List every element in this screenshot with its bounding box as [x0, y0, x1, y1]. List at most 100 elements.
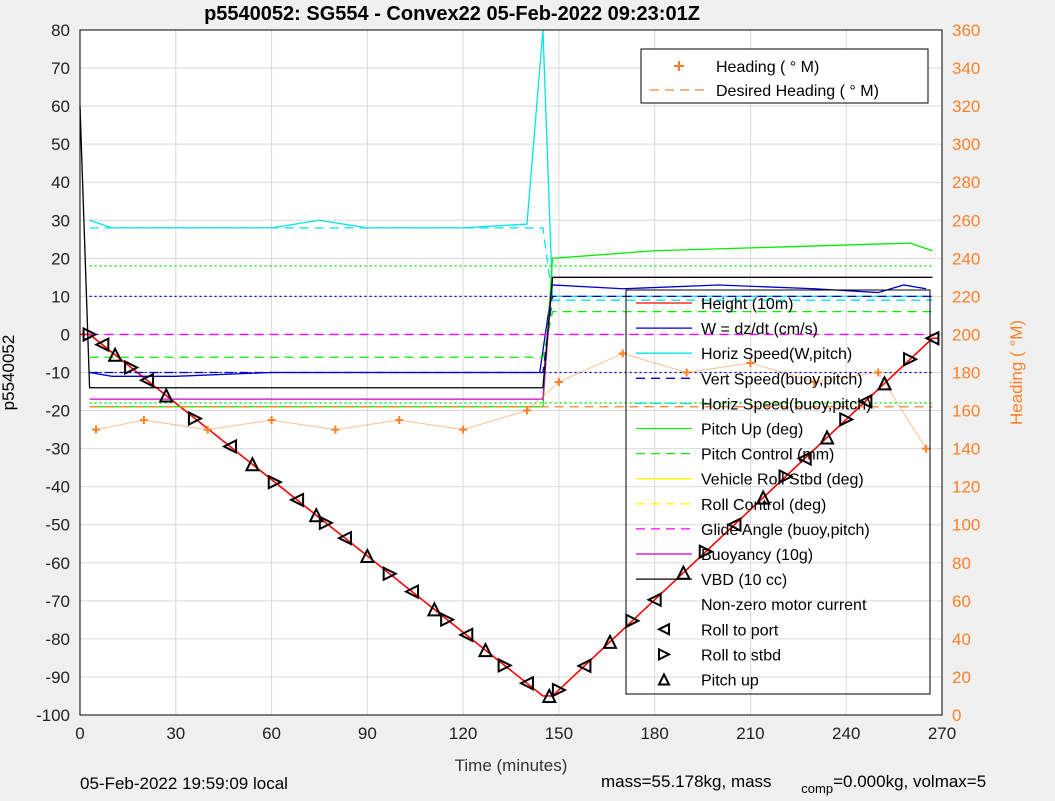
motor-marker: [359, 547, 375, 563]
footer-mass: mass=55.178kg, mass comp=0.000kg, volmax…: [601, 772, 987, 796]
footer-local-time: 05-Feb-2022 19:59:09 local: [80, 774, 288, 793]
y-right-tick-label: 20: [952, 668, 971, 687]
y-left-tick-label: -40: [45, 478, 70, 497]
plot-frame: [79, 29, 943, 716]
legend-label: Glide Angle (buoy,pitch): [701, 522, 870, 539]
motor-marker: [187, 410, 204, 427]
motor-marker: [839, 411, 855, 428]
x-tick-label: 60: [262, 724, 281, 743]
motor-marker: [602, 633, 618, 649]
x-tick-label: 30: [166, 724, 185, 743]
x-tick-label: 120: [449, 724, 477, 743]
y-axis-label-left: p5540052: [0, 335, 18, 411]
y-left-tick-label: -50: [45, 516, 70, 535]
y-left-tick-label: 70: [51, 59, 70, 78]
series-line: [89, 310, 933, 358]
x-tick-label: 210: [736, 724, 764, 743]
legend-label: Height (10m): [701, 296, 793, 313]
motor-marker: [244, 456, 261, 472]
motor-marker: [458, 627, 474, 643]
y-right-tick-label: 300: [952, 135, 980, 154]
motor-marker: [124, 359, 140, 376]
motor-marker: [318, 515, 335, 531]
y-right-tick-label: 360: [952, 21, 980, 40]
y-left-tick-label: -100: [36, 706, 70, 725]
y-right-tick-label: 40: [952, 630, 971, 649]
y-left-tick-label: -90: [45, 668, 70, 687]
motor-marker: [518, 675, 534, 691]
motor-marker: [778, 468, 794, 485]
x-tick-label: 180: [640, 724, 668, 743]
motor-marker: [94, 337, 110, 353]
footer-comp-sub: comp: [801, 781, 834, 796]
legend-label: Pitch Control (mm): [701, 447, 834, 464]
legend-top-label: Heading ( ° M): [716, 59, 819, 76]
series-line: [79, 106, 933, 389]
axes: 0 30 60 90 120 150 180 210 240 270 80 70 60 50 40 30 20 1…: [36, 21, 980, 743]
series-line: [89, 284, 927, 377]
motor-marker: [876, 375, 893, 391]
motor-marker: [82, 326, 98, 343]
y-right-tick-label: 260: [952, 211, 980, 230]
motor-marker: [221, 438, 238, 455]
y-left-tick-label: 20: [51, 249, 70, 268]
y-left-tick-label: 50: [51, 135, 70, 154]
y-left-tick-label: 30: [51, 211, 70, 230]
y-right-tick-label: 0: [952, 706, 961, 725]
legend-main: Height (10m) W = dz/dt (cm/s) Horiz Speed(…: [625, 289, 931, 695]
y-left-tick-label: 10: [51, 287, 70, 306]
y-left-tick-label: -30: [45, 440, 70, 459]
y-left-tick-label: -80: [45, 630, 70, 649]
motor-marker: [857, 393, 873, 409]
y-right-tick-label: 120: [952, 478, 980, 497]
y-left-tick-label: -20: [45, 402, 70, 421]
legend-top-label: Desired Heading ( ° M): [716, 83, 879, 100]
legend-swatch: [656, 622, 670, 636]
y-right-tick-label: 60: [952, 592, 971, 611]
series-line: [89, 227, 933, 301]
legend-label: Horiz Speed(buoy,pitch): [701, 396, 871, 413]
series-line: [89, 295, 933, 374]
motor-marker: [646, 592, 662, 608]
y-right-tick-label: 200: [952, 325, 980, 344]
legend-swatch: [658, 647, 672, 662]
x-axis-label: Time (minutes): [455, 756, 568, 775]
motor-marker: [308, 506, 324, 523]
motor-marker: [336, 530, 352, 546]
legend-label: Horiz Speed(W,pitch): [701, 346, 852, 363]
x-tick-label: 150: [545, 724, 573, 743]
legend-label: VBD (10 cc): [701, 572, 787, 589]
y-left-tick-label: 80: [51, 21, 70, 40]
y-right-tick-label: 80: [952, 554, 971, 573]
y-right-tick-label: 180: [952, 364, 980, 383]
motor-marker: [576, 658, 592, 674]
x-tick-label: 90: [358, 724, 377, 743]
motor-marker: [267, 474, 283, 490]
motor-marker: [382, 566, 398, 582]
y-right-tick-label: 320: [952, 97, 980, 116]
motor-marker: [288, 492, 305, 508]
motor-marker: [755, 489, 771, 505]
motor-marker: [551, 682, 568, 698]
motor-marker: [819, 429, 835, 445]
legend-label: Roll Control (deg): [701, 497, 826, 514]
motor-marker: [726, 517, 742, 533]
legend-label: W = dz/dt (cm/s): [701, 321, 818, 338]
motor-marker: [477, 641, 494, 658]
y-right-tick-label: 160: [952, 402, 980, 421]
motor-marker: [138, 372, 155, 388]
y-left-tick-label: 40: [51, 173, 70, 192]
legend-label: Roll to stbd: [701, 647, 781, 664]
motor-marker: [158, 387, 174, 403]
x-tick-label: 0: [75, 724, 84, 743]
motor-marker: [903, 351, 919, 367]
legend-label: Pitch up: [701, 673, 759, 690]
x-tick-label: 240: [832, 724, 860, 743]
legend-heading: Heading ( ° M) Desired Heading ( ° M): [640, 48, 929, 104]
motor-marker: [107, 346, 123, 362]
legend-label: Pitch Up (deg): [701, 422, 803, 439]
footer-comp-text: =0.000kg, volmax=5: [833, 772, 987, 791]
legend-main-box: [625, 289, 931, 695]
legend-label: Roll to port: [701, 622, 779, 639]
